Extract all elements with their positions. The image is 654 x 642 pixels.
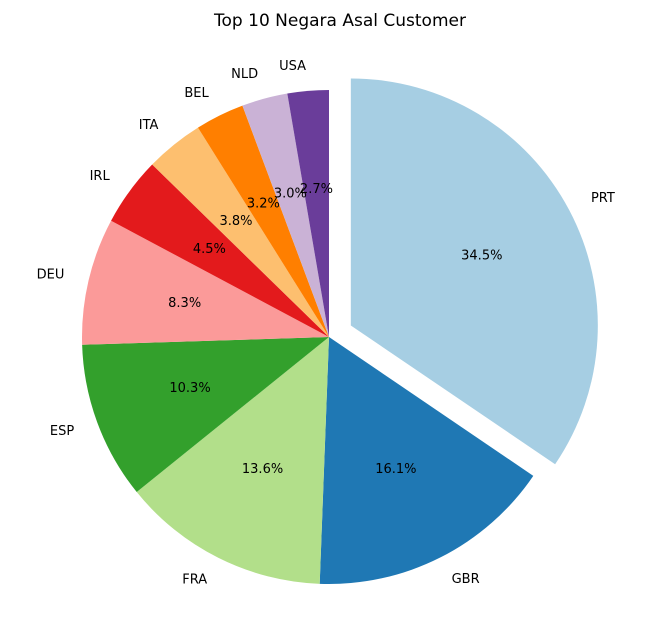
- percent-label-fra: 13.6%: [242, 462, 283, 477]
- pie-slice-usa: [287, 90, 329, 337]
- pie-slice-ita: [152, 127, 329, 337]
- category-label-esp: ESP: [50, 424, 74, 439]
- percent-label-prt: 34.5%: [461, 249, 502, 264]
- pie-slice-fra: [136, 337, 329, 584]
- percent-label-gbr: 16.1%: [375, 462, 416, 477]
- category-label-deu: DEU: [37, 268, 65, 283]
- percent-label-usa: 2.7%: [300, 182, 333, 197]
- chart-title: Top 10 Negara Asal Customer: [213, 11, 466, 31]
- pie-slice-irl: [111, 164, 329, 337]
- category-label-nld: NLD: [231, 67, 258, 82]
- pie-slice-deu: [82, 220, 329, 345]
- percent-label-ita: 3.8%: [219, 214, 252, 229]
- pie-slice-bel: [197, 105, 329, 337]
- pie-labels: PRT 34.5% GBR 16.1% FRA 13.6% ESP 10.3% DEU 8.3% I…: [37, 59, 615, 588]
- percent-label-deu: 8.3%: [168, 296, 201, 311]
- category-label-gbr: GBR: [452, 572, 480, 587]
- pie-slice-nld: [242, 93, 329, 338]
- category-label-ita: ITA: [139, 118, 159, 133]
- category-label-irl: IRL: [90, 169, 111, 184]
- percent-label-irl: 4.5%: [193, 242, 226, 257]
- category-label-fra: FRA: [182, 572, 207, 587]
- pie-slice-esp: [82, 337, 329, 493]
- category-label-bel: BEL: [184, 86, 209, 101]
- category-label-prt: PRT: [591, 191, 615, 206]
- category-label-usa: USA: [279, 59, 306, 74]
- pie-slice-prt: [350, 78, 598, 465]
- percent-label-nld: 3.0%: [274, 186, 307, 201]
- pie-slice-gbr: [319, 337, 534, 585]
- percent-label-esp: 10.3%: [169, 381, 210, 396]
- pie-slices: [82, 78, 598, 585]
- percent-label-bel: 3.2%: [247, 197, 280, 212]
